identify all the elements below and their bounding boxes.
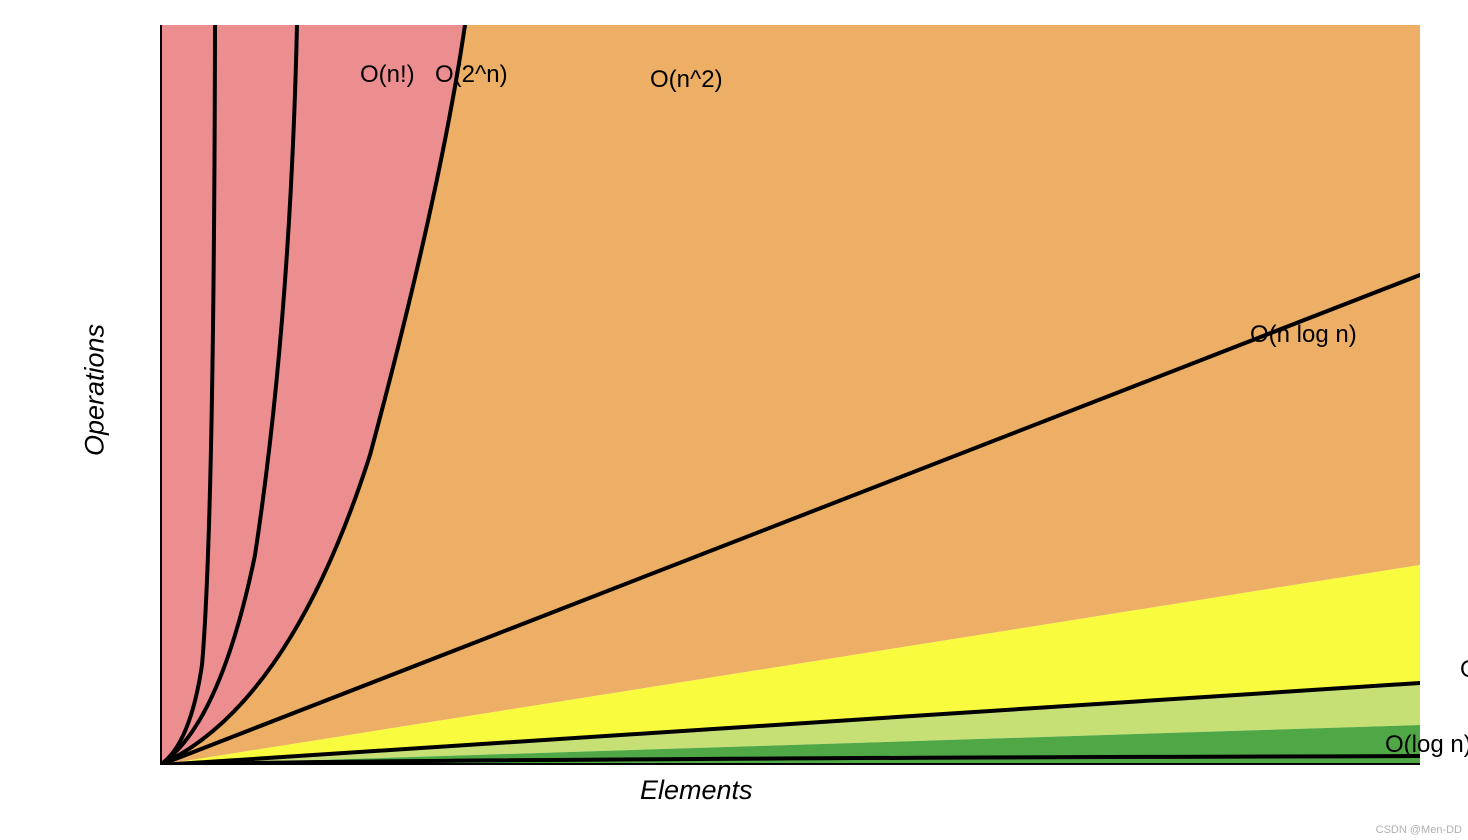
curve-label-factorial: O(n!) — [360, 61, 415, 89]
watermark: CSDN @Men-DD — [1376, 824, 1462, 836]
complexity-chart — [160, 25, 1420, 765]
curve-label-quadratic: O(n^2) — [650, 66, 723, 94]
curve-label-log_const: O(log n), O(1) — [1385, 731, 1468, 759]
chart-svg — [160, 25, 1420, 765]
curve-label-nlogn: O(n log n) — [1250, 321, 1357, 349]
x-axis-label: Elements — [640, 775, 753, 806]
regions-group — [160, 25, 1420, 765]
y-axis-label: Operations — [80, 324, 111, 456]
curve-label-exponential: O(2^n) — [435, 61, 508, 89]
curve-label-linear: O(n) — [1460, 656, 1468, 684]
